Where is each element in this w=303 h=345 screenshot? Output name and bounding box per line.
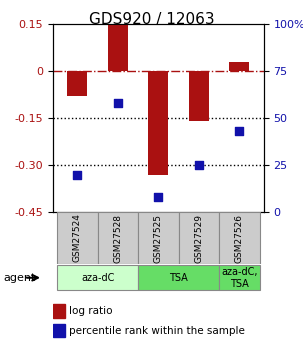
Bar xyxy=(57,212,98,264)
Bar xyxy=(219,265,260,290)
Bar xyxy=(138,212,178,264)
Point xyxy=(75,172,80,177)
Text: log ratio: log ratio xyxy=(69,306,112,316)
Bar xyxy=(138,265,219,290)
Bar xyxy=(219,212,260,264)
Bar xyxy=(108,24,128,71)
Point xyxy=(156,194,161,200)
Text: GSM27526: GSM27526 xyxy=(235,214,244,263)
Text: GSM27529: GSM27529 xyxy=(194,214,203,263)
Bar xyxy=(229,62,249,71)
Bar xyxy=(57,265,138,290)
Text: TSA: TSA xyxy=(169,273,188,283)
Text: GSM27525: GSM27525 xyxy=(154,214,163,263)
Text: GSM27528: GSM27528 xyxy=(113,214,122,263)
Point xyxy=(237,129,242,134)
Bar xyxy=(178,212,219,264)
Bar xyxy=(98,212,138,264)
Text: GDS920 / 12063: GDS920 / 12063 xyxy=(89,12,214,27)
Bar xyxy=(189,71,209,121)
Point xyxy=(115,100,120,106)
Bar xyxy=(53,324,65,337)
Text: percentile rank within the sample: percentile rank within the sample xyxy=(69,326,245,336)
Bar xyxy=(53,304,65,318)
Bar xyxy=(148,71,168,175)
Text: agent: agent xyxy=(3,273,35,283)
Bar xyxy=(67,71,88,96)
Text: aza-dC,
TSA: aza-dC, TSA xyxy=(221,267,258,288)
Text: aza-dC: aza-dC xyxy=(81,273,114,283)
Text: GSM27524: GSM27524 xyxy=(73,214,82,263)
Point xyxy=(196,162,201,168)
